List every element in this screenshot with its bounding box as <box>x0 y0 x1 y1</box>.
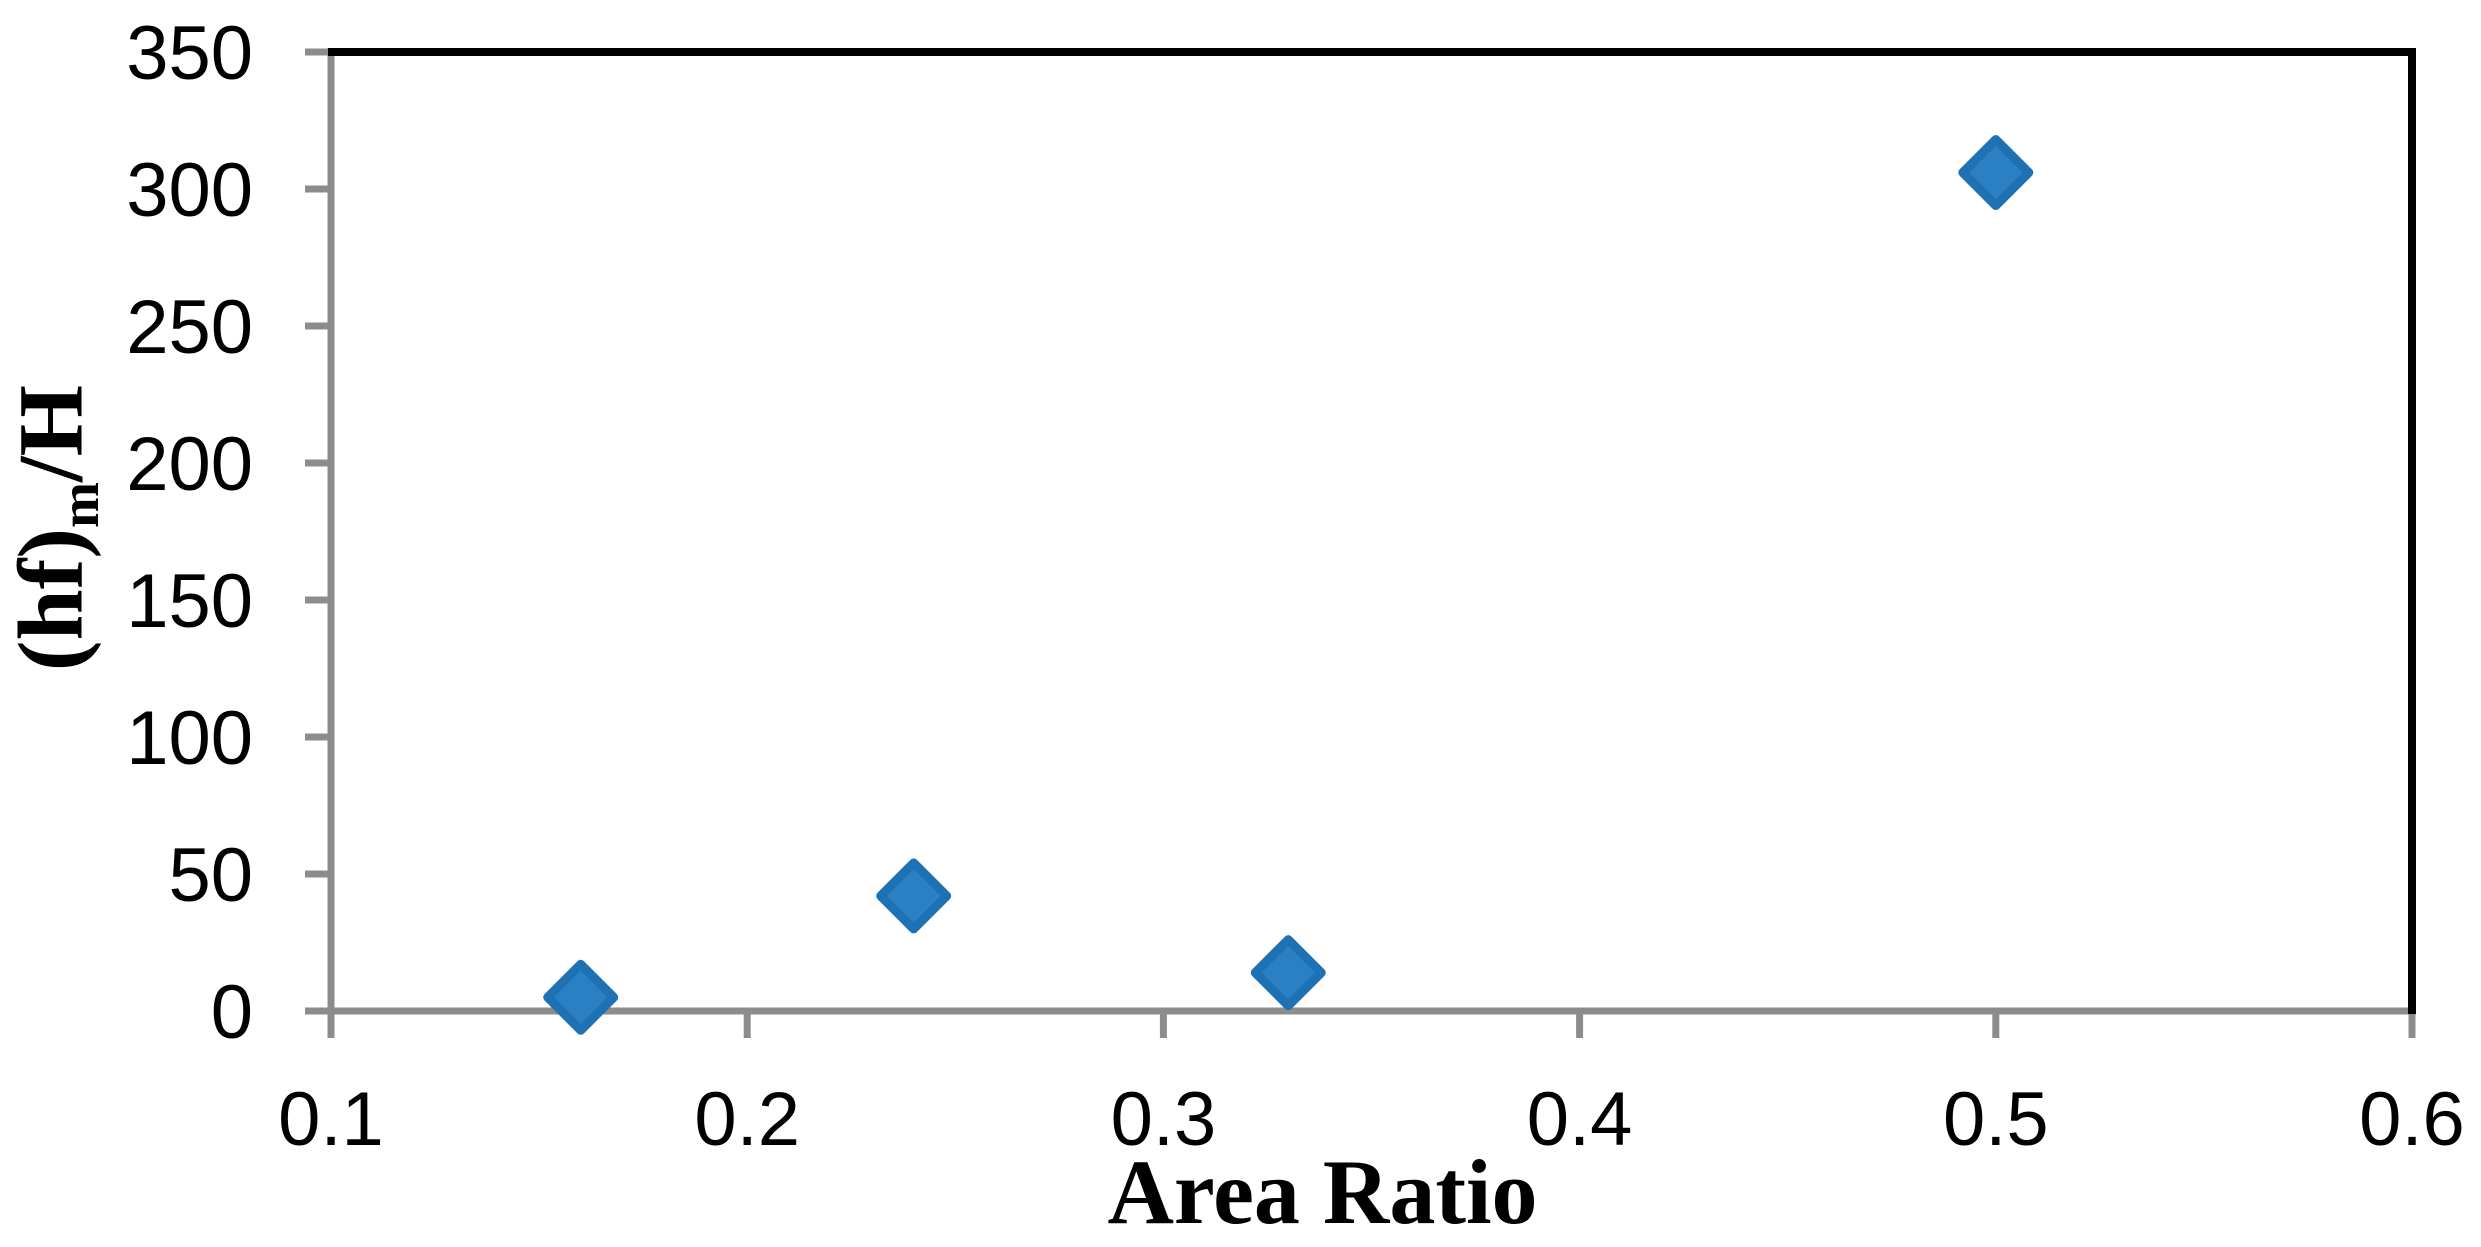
data-point-diamond <box>1958 135 2034 211</box>
y-axis-title: (hf)m/H <box>0 385 111 671</box>
y-tick-label: 0 <box>211 970 253 1055</box>
y-tick-label: 100 <box>126 696 253 781</box>
x-tick-label: 0.5 <box>1943 1077 2049 1162</box>
x-axis-title: Area Ratio <box>1107 1141 1538 1243</box>
data-point-diamond <box>876 858 952 934</box>
x-tick-label: 0.4 <box>1527 1077 1633 1162</box>
y-tick-label: 350 <box>126 11 253 96</box>
y-tick-label: 150 <box>126 559 253 644</box>
data-points-layer <box>543 135 2034 1035</box>
tick-layer <box>305 48 2416 1038</box>
y-axis-title-subscript: m <box>49 482 111 529</box>
x-tick-label: 0.2 <box>694 1077 800 1162</box>
x-tick-label: 0.3 <box>1111 1077 1217 1162</box>
y-tick-label: 50 <box>168 833 253 918</box>
data-point-diamond <box>543 959 619 1035</box>
axes-layer <box>327 48 2416 1015</box>
y-axis-title-tail: /H <box>0 384 102 483</box>
plot-border-layer <box>328 48 2416 1014</box>
tick-label-layer: 0 50 100 150 200 250 300 350 0.1 0.2 0.3 0.4 0.5 0.6 <box>126 11 2465 1162</box>
data-point-diamond <box>1250 935 1326 1011</box>
y-axis-title-main: (hf) <box>0 528 102 672</box>
x-tick-label: 0.6 <box>2359 1077 2465 1162</box>
y-tick-label: 200 <box>126 422 253 507</box>
x-tick-label: 0.1 <box>278 1077 384 1162</box>
y-tick-label: 250 <box>126 285 253 370</box>
y-tick-label: 300 <box>126 148 253 233</box>
